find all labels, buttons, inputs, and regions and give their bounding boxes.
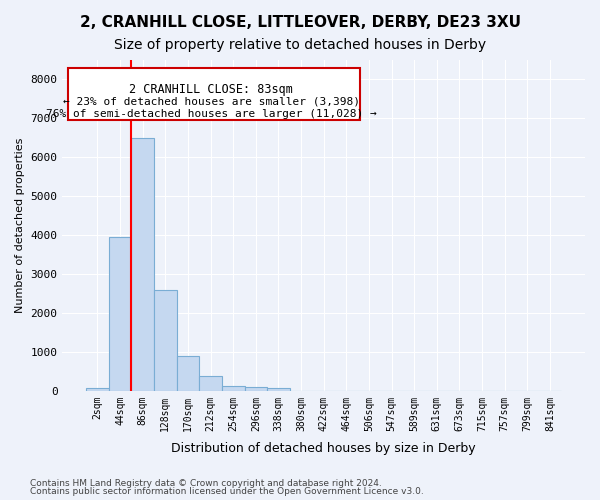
Bar [222,386,245,391]
Bar [86,388,109,391]
Bar [176,356,199,391]
Bar [131,138,154,391]
Text: ← 23% of detached houses are smaller (3,398): ← 23% of detached houses are smaller (3,… [63,96,360,106]
X-axis label: Distribution of detached houses by size in Derby: Distribution of detached houses by size … [172,442,476,455]
Y-axis label: Number of detached properties: Number of detached properties [15,138,25,313]
Bar [109,237,131,391]
Text: 2, CRANHILL CLOSE, LITTLEOVER, DERBY, DE23 3XU: 2, CRANHILL CLOSE, LITTLEOVER, DERBY, DE… [79,15,521,30]
Text: 76% of semi-detached houses are larger (11,028) →: 76% of semi-detached houses are larger (… [46,108,377,118]
FancyBboxPatch shape [68,68,360,120]
Text: Size of property relative to detached houses in Derby: Size of property relative to detached ho… [114,38,486,52]
Text: 2 CRANHILL CLOSE: 83sqm: 2 CRANHILL CLOSE: 83sqm [130,82,293,96]
Bar [199,376,222,391]
Bar [154,290,176,391]
Bar [267,388,290,391]
Text: Contains HM Land Registry data © Crown copyright and database right 2024.: Contains HM Land Registry data © Crown c… [30,478,382,488]
Bar [245,387,267,391]
Text: Contains public sector information licensed under the Open Government Licence v3: Contains public sector information licen… [30,487,424,496]
